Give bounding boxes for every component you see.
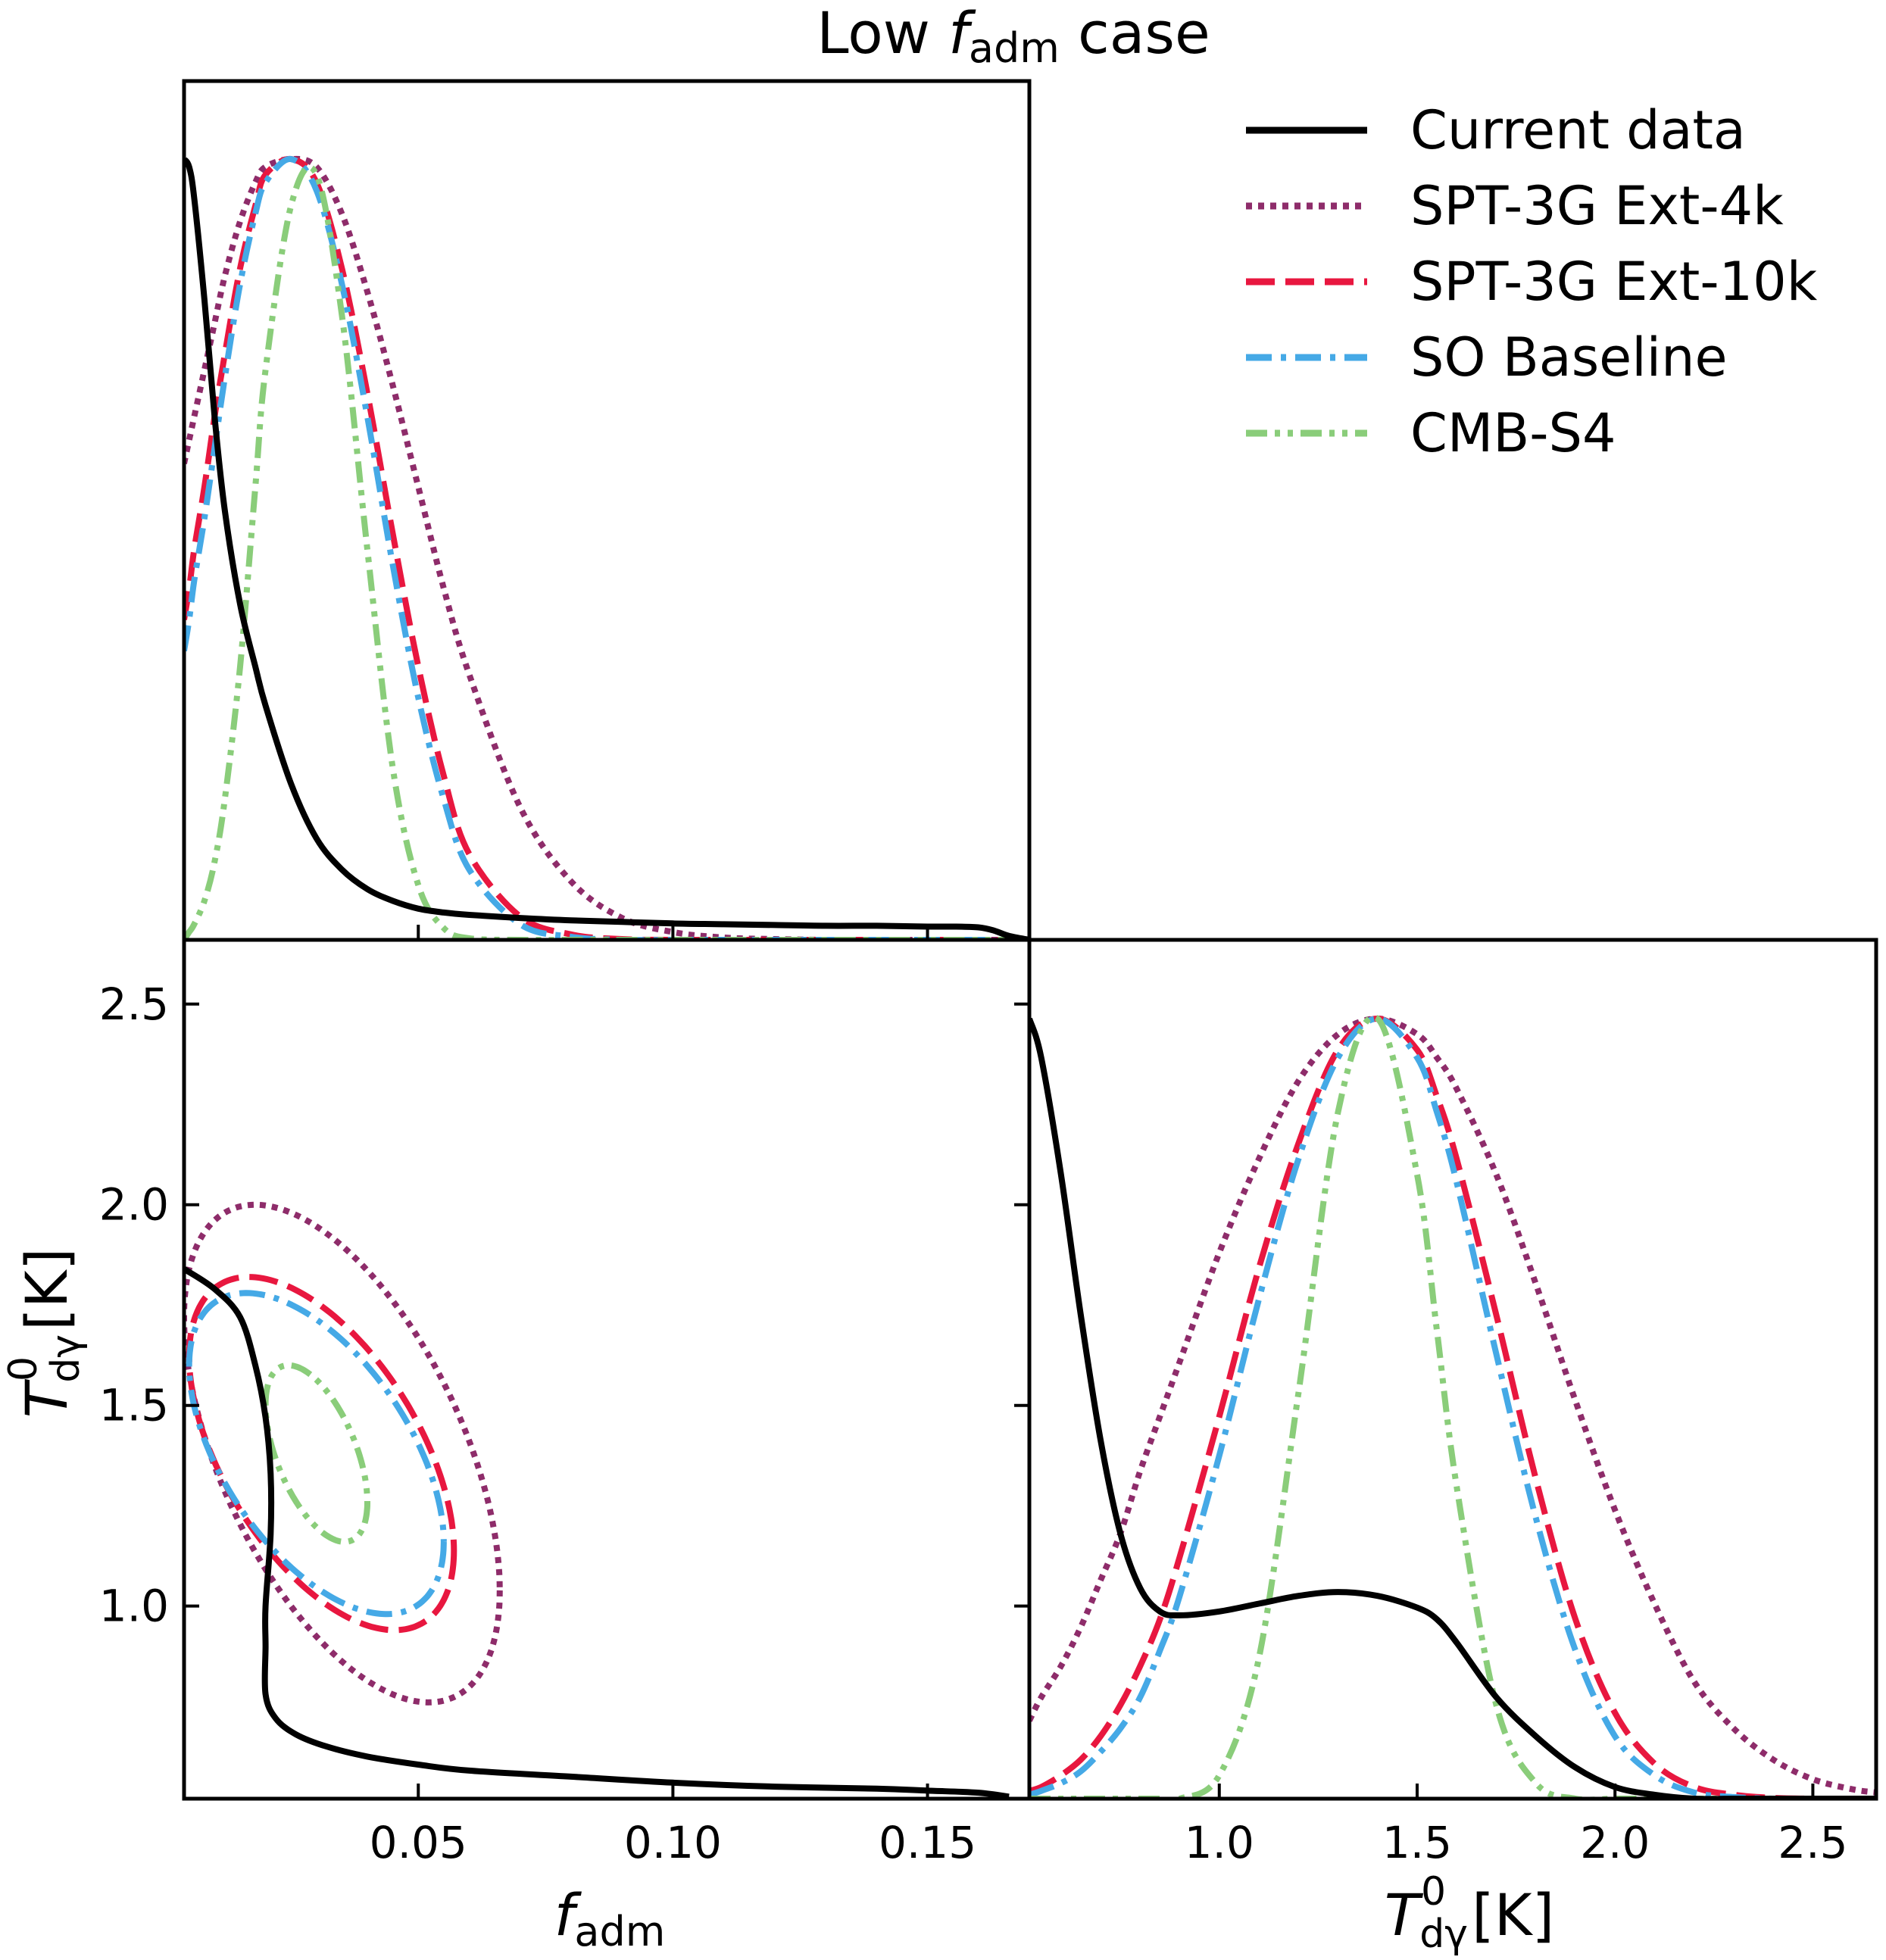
panel-2d-frame (182, 938, 1032, 1801)
x-axis-label-f-adm: fadm (554, 1881, 666, 1955)
f-adm-vs-t-2d-panel: 0.05 0.10 0.15 1.0 1.5 2.0 2.5 (99, 938, 1032, 1868)
x-axis-label-t-dgamma: Tdγ0 [K] (1385, 1869, 1554, 1957)
f-adm-1d-curve-cmb-s4 (184, 164, 1029, 940)
contour-2d-cmb-s4 (262, 1362, 370, 1545)
contour-2d-so-baseline (186, 1290, 447, 1618)
legend-label-spt-3g-ext-4k: SPT-3G Ext-4k (1410, 175, 1784, 237)
contour-2d-spt-3g-ext-4k (184, 1201, 503, 1706)
legend-label-so-baseline: SO Baseline (1410, 326, 1728, 389)
legend-label-current-data: Current data (1410, 99, 1746, 161)
y-tick-label-t-dgamma-0: 1.0 (99, 1581, 169, 1632)
y-tick-label-t-dgamma-1: 1.5 (99, 1380, 169, 1431)
figure-title: Low fadm case (817, 0, 1210, 72)
f-adm-1d-panel (182, 79, 1032, 942)
t-dgamma-1d-curve-spt-3g-ext-10k (1029, 1016, 1876, 1799)
x-tick-label-t-dgamma-2: 2.0 (1580, 1817, 1650, 1868)
t-dgamma-1d-curve-spt-3g-ext-4k (1029, 1016, 1876, 1796)
x-tick-label-f-adm-2: 0.15 (879, 1817, 976, 1868)
y-tick-label-t-dgamma-2: 2.0 (99, 1179, 169, 1231)
legend: Current data SPT-3G Ext-4k SPT-3G Ext-10k S… (1246, 99, 1818, 464)
x-tick-label-f-adm-1: 0.10 (624, 1817, 722, 1868)
t-dgamma-1d-curve-so-baseline (1029, 1016, 1876, 1799)
x-tick-label-t-dgamma-0: 1.0 (1185, 1817, 1254, 1868)
f-adm-1d-curve-spt-3g-ext-10k (184, 155, 1029, 940)
t-dgamma-1d-curve-current-data (1029, 1017, 1876, 1799)
contour-2d-current-data (184, 1266, 1010, 1799)
f-adm-1d-curve-current-data (184, 157, 1029, 940)
t-dgamma-1d-curve-cmb-s4 (1029, 1014, 1876, 1799)
y-axis-label-t-dgamma: Tdγ0[K] (1, 1248, 89, 1418)
x-tick-label-f-adm-0: 0.05 (370, 1817, 467, 1868)
t-dgamma-1d-panel: 1.0 1.5 2.0 2.5 (1014, 938, 1878, 1868)
x-tick-label-t-dgamma-1: 1.5 (1382, 1817, 1452, 1868)
y-tick-label-t-dgamma-3: 2.5 (99, 978, 169, 1030)
t-dgamma-1d-frame (1027, 938, 1878, 1801)
f-adm-1d-frame (182, 79, 1032, 942)
contour-2d-spt-3g-ext-10k (186, 1274, 457, 1634)
legend-label-cmb-s4: CMB-S4 (1410, 402, 1616, 464)
legend-label-spt-3g-ext-10k: SPT-3G Ext-10k (1410, 251, 1818, 313)
x-tick-label-t-dgamma-3: 2.5 (1778, 1817, 1847, 1868)
